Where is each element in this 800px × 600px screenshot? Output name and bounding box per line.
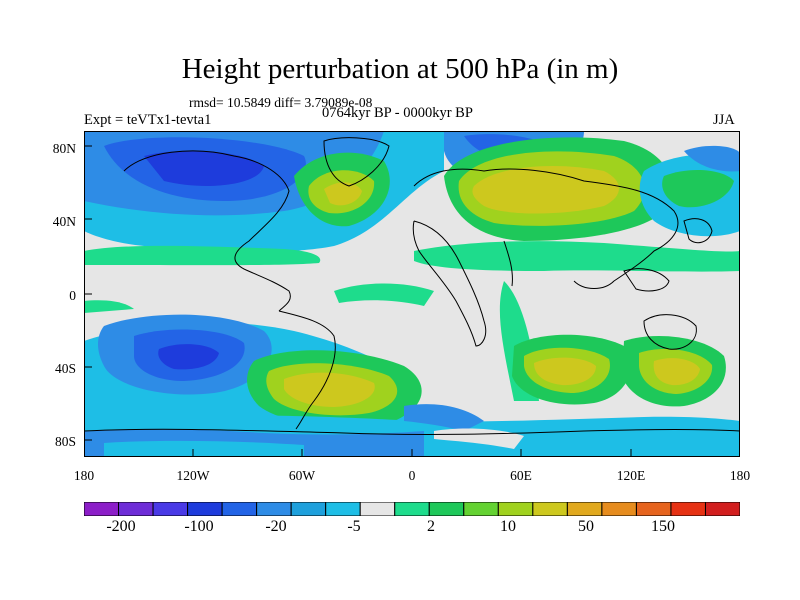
colorbar-label: -20 [265,518,287,535]
stats-line: rmsd= 10.5849 diff= 3.79089e-08 [189,95,373,110]
lon-label: 0 [408,468,416,483]
lon-label: 60E [510,468,532,483]
lon-label: 180 [729,468,751,483]
colorbar-label: 10 [500,518,516,535]
colorbar-swatch [497,502,534,516]
colorbar-label: 2 [427,518,435,535]
colorbar-swatch [394,502,430,516]
experiment-label: Expt = teVTx1-tevta1 [84,112,212,128]
colorbar-swatch [290,502,327,516]
colorbar-swatch [152,502,189,516]
colorbar-swatch [84,502,120,516]
colorbar-swatch [325,502,361,516]
colorbar-swatch [463,502,499,516]
colorbar-swatch [704,502,740,516]
colorbar-swatch [670,502,706,516]
season-label: JJA [713,112,735,128]
colorbar-label: 50 [578,518,594,535]
contour-fills [84,131,740,457]
period-label: 0764kyr BP - 0000kyr BP [322,105,473,121]
lat-label: 40N [52,214,76,229]
lon-label: 180 [73,468,95,483]
colorbar-swatch [187,502,223,516]
colorbar-swatch [221,502,258,516]
colorbar-swatch [601,502,637,516]
colorbar-label: -100 [184,518,214,535]
lat-label: 40S [54,361,76,376]
colorbar-label: 150 [651,518,675,535]
colorbar-swatch [359,502,396,516]
colorbar-swatch [635,502,672,516]
colorbar-label: -5 [347,518,361,535]
colorbar-swatch [428,502,465,516]
lat-label: 80S [54,434,76,449]
lat-label: 80N [52,141,76,156]
lat-label: 0 [69,288,76,303]
lon-label: 60W [288,468,316,483]
colorbar-swatch [532,502,568,516]
colorbar [84,502,740,516]
lon-label: 120W [176,468,210,483]
axis-ticks [84,145,632,457]
colorbar-label: -200 [106,518,136,535]
height-perturbation-map [84,131,740,457]
plot-title: Height perturbation at 500 hPa (in m) [181,53,619,85]
coastlines [84,137,740,435]
colorbar-swatch [566,502,603,516]
colorbar-swatch [118,502,154,516]
colorbar-swatch [256,502,292,516]
lon-label: 120E [616,468,646,483]
